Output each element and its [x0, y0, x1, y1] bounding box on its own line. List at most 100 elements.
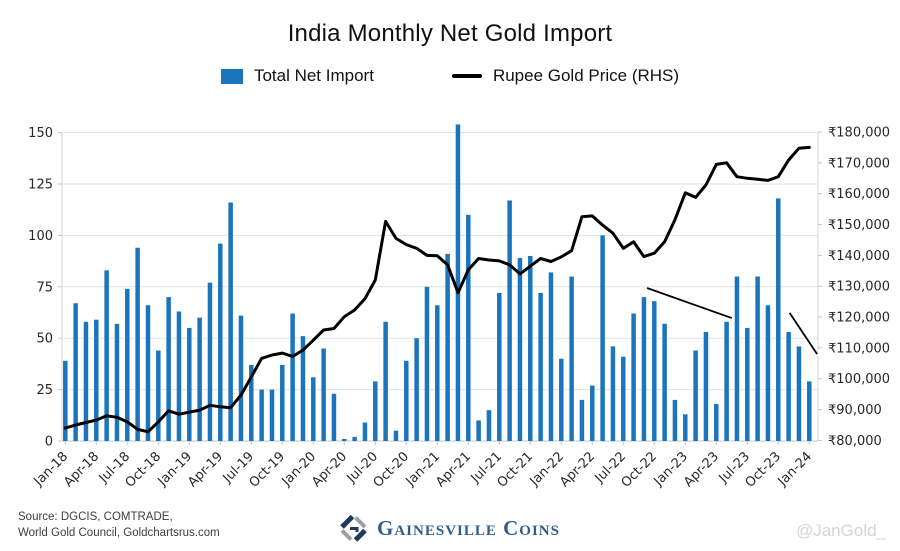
- chart-title: India Monthly Net Gold Import: [287, 20, 613, 47]
- bar: [610, 346, 616, 441]
- x-axis-tick: Oct-18: [123, 449, 165, 491]
- x-axis-tick: Jan-24: [775, 449, 816, 490]
- left-axis-labels: 0 25 50 75 100 125 150: [28, 126, 53, 449]
- left-axis-tick: 0: [45, 435, 53, 450]
- bar: [393, 430, 399, 441]
- bar: [269, 389, 275, 441]
- bar: [125, 288, 130, 441]
- bar: [538, 292, 543, 441]
- bar: [693, 350, 698, 441]
- bar: [404, 360, 409, 441]
- bar: [300, 336, 306, 441]
- trend-line: [788, 312, 818, 355]
- bar: [331, 393, 337, 441]
- import-bars: [63, 124, 812, 441]
- source-line-2: World Gold Council, Goldchartsrus.com: [18, 527, 220, 540]
- bar: [590, 385, 595, 441]
- right-axis-tick: ₹90,000: [828, 403, 882, 418]
- bar: [187, 327, 192, 441]
- source-line-1: Source: DGCIS, COMTRADE,: [18, 510, 173, 523]
- bar: [145, 305, 151, 441]
- bar: [714, 403, 719, 441]
- bar: [156, 350, 161, 441]
- x-axis-tick: Apr-22: [557, 449, 598, 490]
- x-axis-tick: Apr-20: [309, 449, 350, 490]
- right-axis-tick: ₹130,000: [828, 280, 890, 295]
- bar: [497, 292, 502, 441]
- bar: [83, 321, 89, 441]
- left-axis-tick: 150: [28, 126, 53, 141]
- bar: [218, 243, 223, 441]
- bar: [311, 377, 316, 441]
- watermark-handle: @JanGold_: [795, 521, 886, 540]
- right-axis-tick: ₹170,000: [828, 156, 890, 171]
- bar: [383, 321, 388, 441]
- bar: [207, 282, 213, 441]
- left-axis-tick: 50: [36, 332, 53, 347]
- right-axis-tick: ₹80,000: [828, 434, 882, 449]
- x-axis-tick: Oct-22: [619, 449, 661, 491]
- bar: [776, 198, 781, 441]
- x-axis-labels: Jan-18Apr-18Jul-18Oct-18Jan-19Apr-19Jul-…: [31, 441, 815, 491]
- legend-item-rupee-gold-price: Rupee Gold Price (RHS): [451, 66, 680, 86]
- bar: [734, 276, 740, 441]
- bar: [548, 272, 554, 441]
- bar: [579, 399, 585, 441]
- bar: [765, 305, 771, 441]
- right-axis-tick: ₹140,000: [828, 249, 890, 264]
- right-axis-tick: ₹120,000: [828, 311, 890, 326]
- bar: [414, 338, 419, 441]
- x-axis-tick: Oct-23: [743, 449, 785, 491]
- left-axis-tick: 25: [36, 383, 53, 398]
- bar: [807, 381, 812, 441]
- source-note: Source: DGCIS, COMTRADE, World Gold Coun…: [18, 509, 220, 542]
- rupee-gold-price-line: [63, 145, 811, 434]
- bar: [517, 258, 523, 441]
- right-axis-labels: ₹80,000 ₹90,000 ₹100,000 ₹110,000 ₹120,000 ₹1…: [828, 126, 890, 449]
- bar: [259, 389, 264, 441]
- bar: [73, 303, 78, 441]
- right-axis-tick: ₹150,000: [828, 218, 890, 233]
- bar: [703, 332, 709, 441]
- bar: [63, 360, 68, 441]
- bar: [559, 358, 564, 441]
- x-axis-tick: Apr-23: [681, 449, 722, 490]
- bar: [280, 364, 285, 441]
- x-axis-tick: Oct-21: [495, 449, 537, 491]
- bar: [290, 313, 295, 441]
- bar: [745, 327, 750, 441]
- annotation-trend-lines: [646, 287, 818, 355]
- bar: [569, 276, 574, 441]
- bar: [724, 321, 729, 441]
- bar: [507, 200, 512, 441]
- bar: [486, 410, 492, 441]
- legend-item-total-net-import: Total Net Import: [220, 66, 374, 86]
- bar: [166, 297, 171, 441]
- bar: [641, 297, 647, 441]
- right-axis-tick: ₹100,000: [828, 372, 890, 387]
- bar: [528, 255, 533, 441]
- x-axis-tick: Apr-19: [185, 449, 226, 490]
- bar: [373, 381, 378, 441]
- bar-swatch-icon: [220, 68, 243, 84]
- chart-legend: Total Net Import Rupee Gold Price (RHS): [0, 66, 900, 86]
- bar: [104, 270, 109, 441]
- bar: [238, 315, 244, 441]
- bar: [249, 364, 254, 441]
- bar: [321, 348, 326, 441]
- right-axis-tick: ₹180,000: [828, 126, 890, 141]
- x-axis-tick: Apr-21: [433, 449, 474, 490]
- bar: [114, 323, 120, 441]
- bar: [424, 286, 430, 441]
- bar: [352, 436, 357, 441]
- bar: [197, 317, 202, 441]
- bar: [455, 124, 461, 441]
- bar: [786, 332, 791, 441]
- bar: [342, 438, 347, 441]
- bar: [621, 356, 626, 441]
- bar: [662, 323, 667, 441]
- bar: [796, 346, 802, 441]
- legend-line-label: Rupee Gold Price (RHS): [492, 66, 680, 85]
- bar: [435, 305, 440, 441]
- left-axis-tick: 100: [28, 229, 53, 244]
